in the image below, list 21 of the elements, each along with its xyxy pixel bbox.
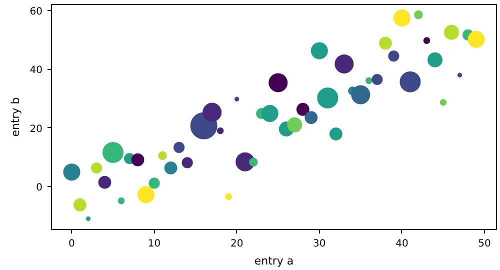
point: [296, 102, 310, 116]
x-tick-label: 30: [313, 238, 326, 250]
y-tick-label: 20: [30, 124, 43, 135]
y-axis-title: entry b: [8, 97, 22, 137]
y-tick-label: 0: [36, 182, 43, 194]
y-tick-label: 60: [30, 6, 43, 18]
point: [329, 128, 342, 140]
point: [74, 198, 86, 212]
point: [304, 111, 318, 124]
point: [379, 36, 392, 50]
x-axis-title: entry a: [254, 254, 294, 268]
x-tick-label: 0: [68, 238, 75, 250]
point: [98, 176, 112, 189]
point: [164, 162, 178, 174]
point: [131, 153, 144, 166]
x-tick-label: 40: [396, 238, 408, 250]
x-tick-label: 10: [148, 238, 161, 250]
y-tick-label: 40: [30, 65, 43, 76]
x-tick-label: 50: [478, 238, 491, 250]
x-tick-label: 20: [230, 238, 244, 250]
point: [90, 162, 102, 174]
